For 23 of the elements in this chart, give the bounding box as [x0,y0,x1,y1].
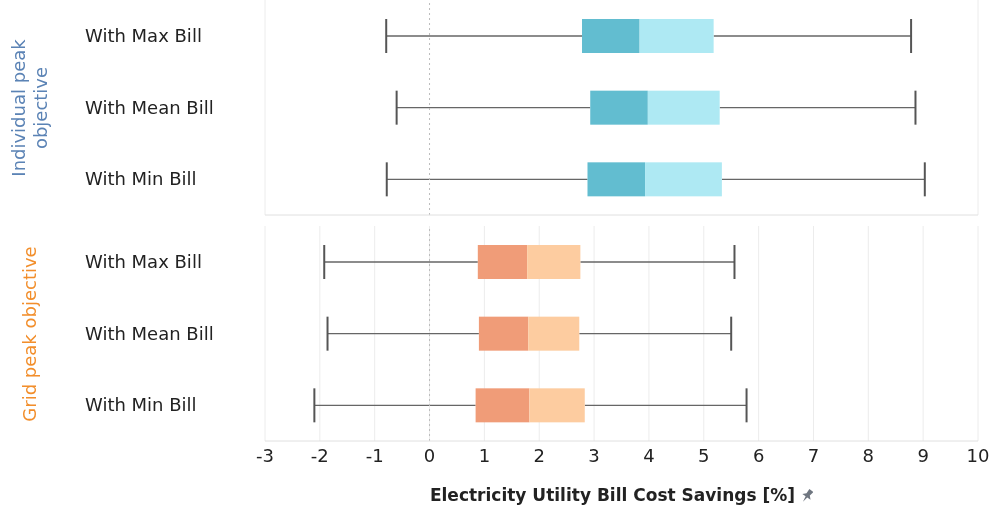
y-tick-label: With Max Bill [85,24,202,46]
x-tick-label: 8 [862,444,875,466]
x-tick-label: 6 [752,444,765,466]
y-axis-title: Grid peak objective [19,244,41,424]
y-tick-label: With Min Bill [85,394,197,416]
x-axis-title: Electricity Utility Bill Cost Savings [%] [429,485,796,505]
x-tick-label: 2 [533,444,545,466]
x-tick-label: 7 [807,444,820,466]
x-tick-label: -3 [256,444,274,466]
x-tick-label: 4 [643,444,655,466]
x-tick-label: 1 [478,444,491,466]
y-tick-label: With Min Bill [85,168,197,190]
y-axis-title: Individual peak objective [8,37,52,179]
x-tick-label: 5 [698,444,710,466]
x-tick-label: 10 [966,444,990,466]
y-tick-label: With Mean Bill [85,96,214,118]
y-tick-label: With Mean Bill [85,322,214,344]
x-tick-label: -2 [310,444,329,466]
x-tick-label: 3 [588,444,600,466]
y-tick-label: With Max Bill [85,250,202,272]
x-tick-label: 9 [917,444,929,466]
x-tick-label: -1 [365,444,384,466]
x-tick-label: 0 [423,444,436,466]
